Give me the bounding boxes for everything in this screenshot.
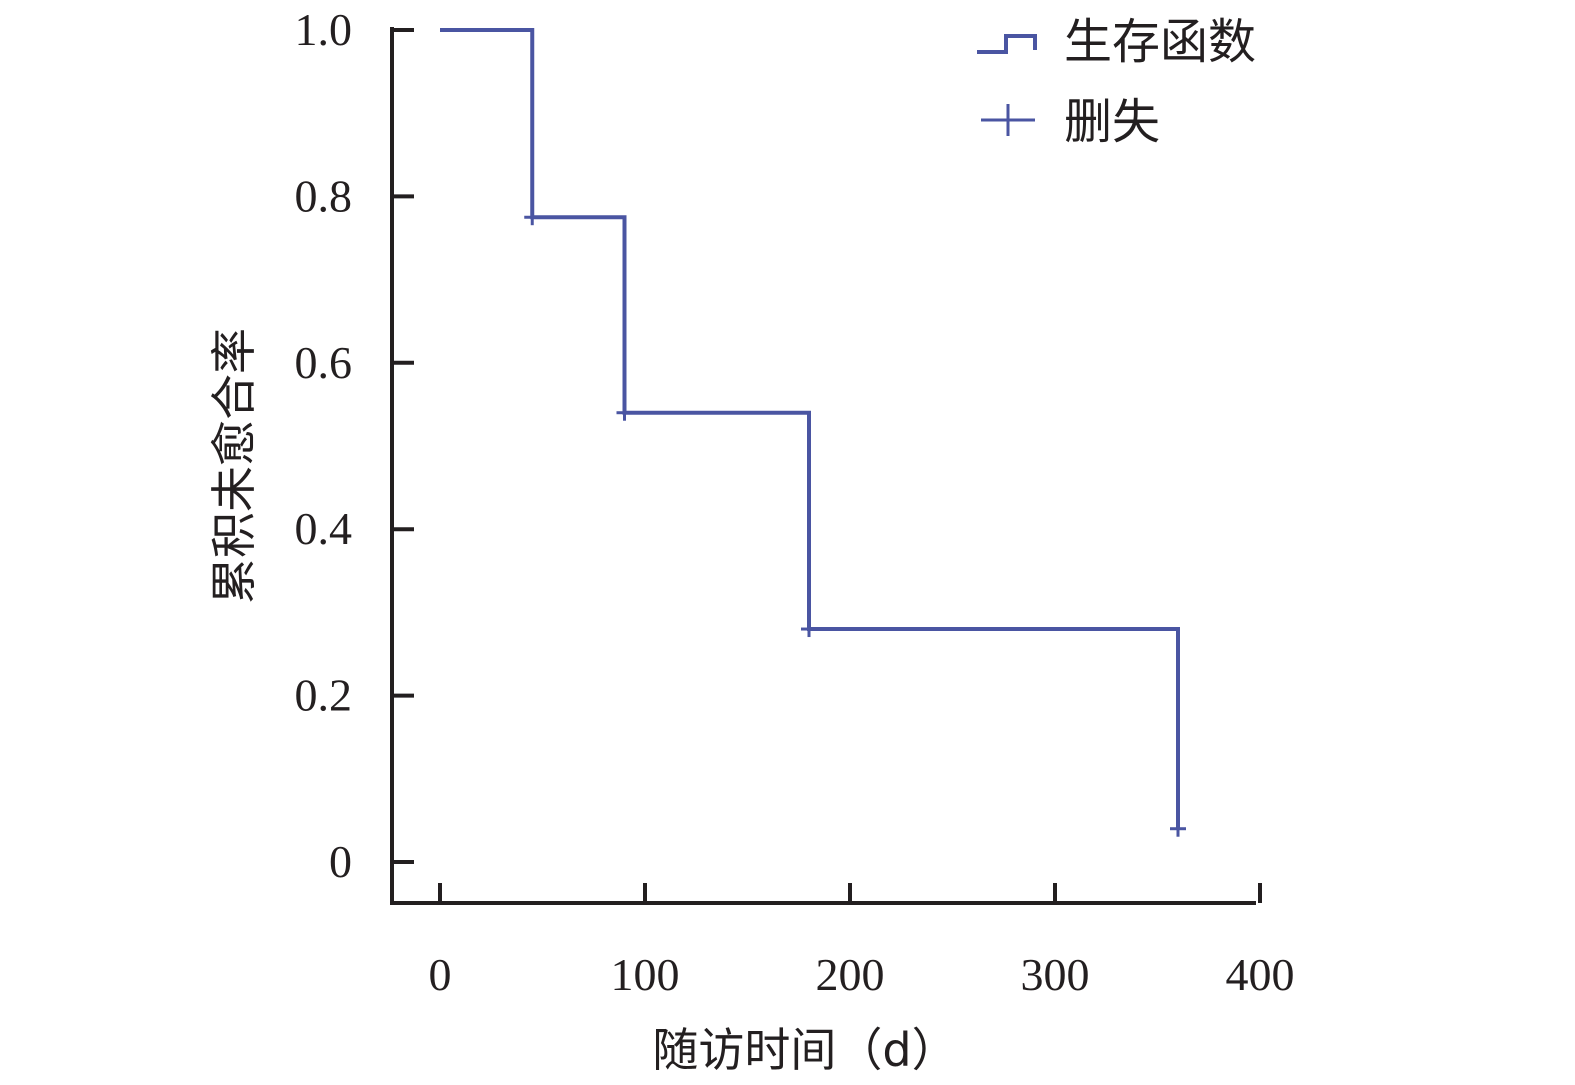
y-tick-label-0: 0 bbox=[329, 836, 352, 887]
censor-marks bbox=[524, 209, 1186, 837]
y-ticks: 0 0.2 0.4 0.6 0.8 1.0 bbox=[295, 4, 414, 887]
legend-label-survival: 生存函数 bbox=[1064, 14, 1256, 70]
x-tick-label-2: 200 bbox=[816, 949, 885, 1000]
legend-plus-marker bbox=[981, 104, 1035, 136]
x-tick-label-3: 300 bbox=[1021, 949, 1090, 1000]
y-tick-label-1: 0.2 bbox=[295, 670, 353, 721]
censor-mark-0 bbox=[524, 209, 541, 226]
censor-mark-1 bbox=[616, 404, 633, 421]
y-axis-title: 累积未愈合率 bbox=[207, 328, 261, 604]
y-tick-label-2: 0.4 bbox=[295, 503, 353, 554]
x-tick-label-0: 0 bbox=[429, 949, 452, 1000]
x-axis-title: 随访时间（d） bbox=[652, 1023, 957, 1077]
x-tick-label-4: 400 bbox=[1226, 949, 1295, 1000]
axes bbox=[390, 27, 1256, 905]
y-tick-label-4: 0.8 bbox=[295, 170, 353, 221]
y-tick-label-5: 1.0 bbox=[295, 4, 353, 55]
y-tick-label-3: 0.6 bbox=[295, 337, 353, 388]
censor-mark-2 bbox=[801, 621, 817, 638]
x-tick-label-1: 100 bbox=[611, 949, 680, 1000]
legend-step-marker bbox=[977, 34, 1037, 54]
censor-mark-3 bbox=[1170, 820, 1186, 837]
legend: 生存函数 删失 bbox=[977, 14, 1256, 150]
x-ticks: 0 100 200 300 400 bbox=[429, 883, 1295, 1000]
legend-label-censored: 删失 bbox=[1064, 94, 1160, 150]
